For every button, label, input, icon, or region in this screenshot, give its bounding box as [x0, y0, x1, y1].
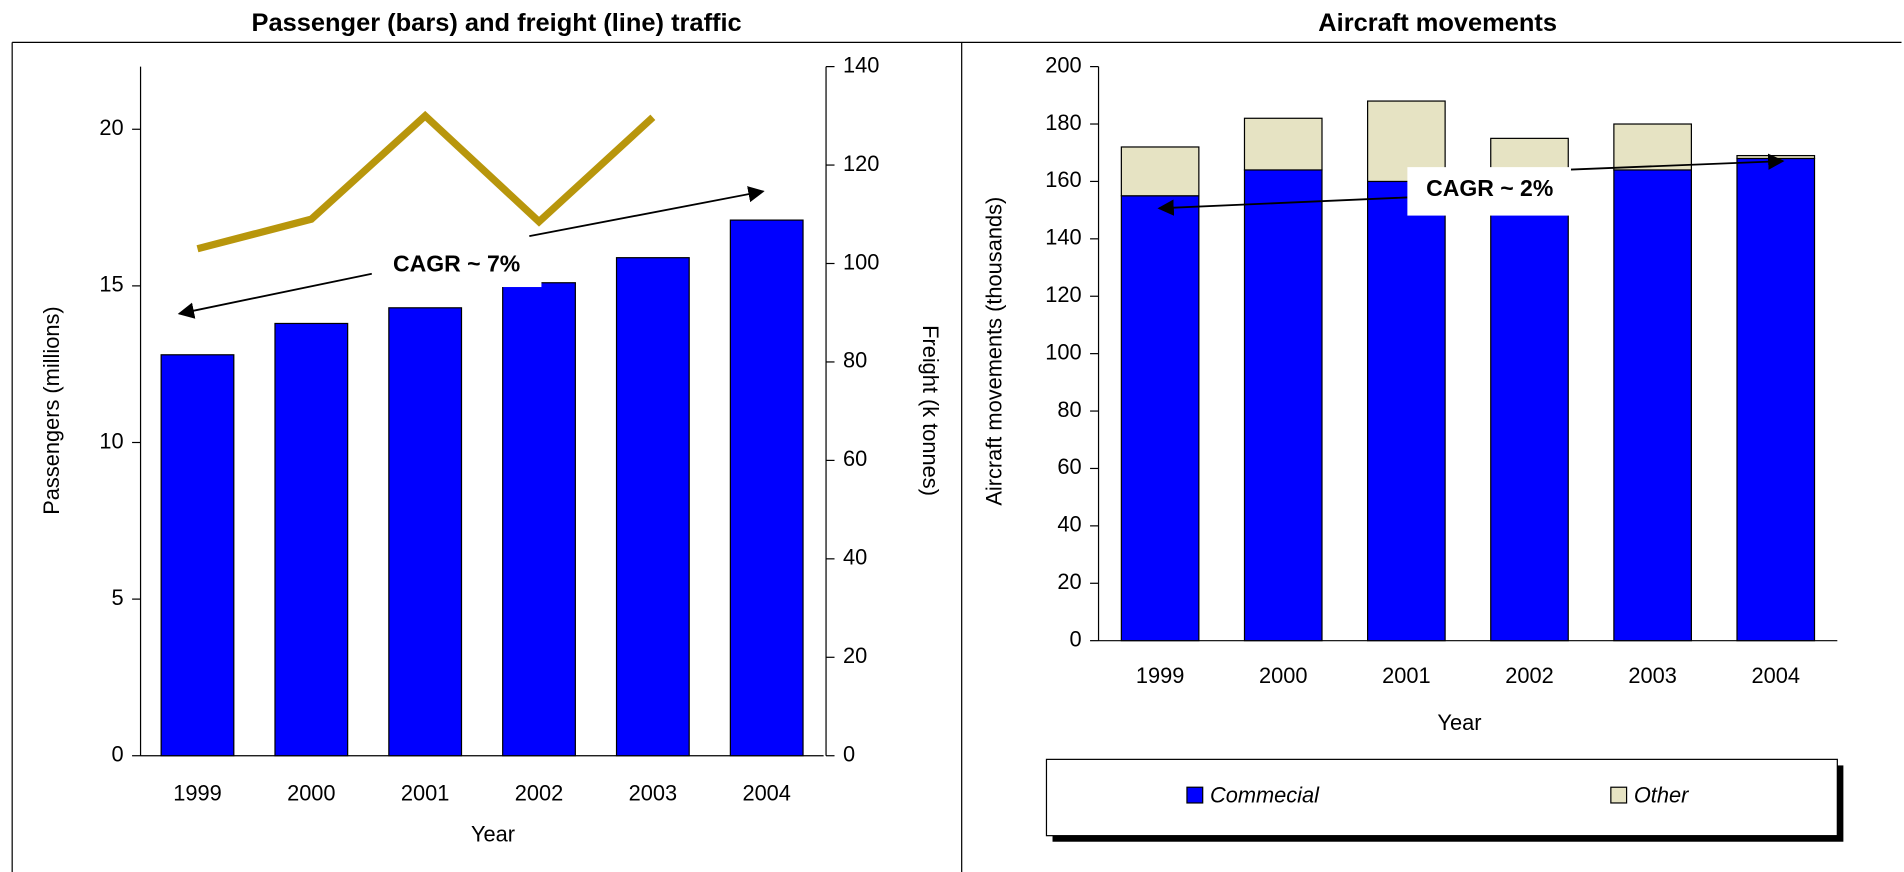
legend-swatch [1186, 786, 1204, 804]
arrow [1570, 153, 1785, 171]
y-tick-label: 100 [843, 249, 879, 274]
y-tick-label: 20 [99, 115, 123, 140]
arrow [529, 186, 765, 238]
y-tick-label: 20 [843, 643, 867, 668]
x-tick-label: 2004 [1752, 663, 1801, 688]
x-axis-label: Year [471, 821, 515, 846]
y-axis-label: Aircraft movements (thousands) [981, 197, 1006, 506]
chart-title: Aircraft movements [1318, 9, 1557, 37]
arrow [177, 272, 373, 319]
y-tick-label: 140 [843, 52, 879, 77]
bar-segment [1736, 157, 1816, 642]
bar-segment [1243, 117, 1323, 171]
bar [615, 257, 690, 757]
bar [160, 354, 235, 757]
y-tick-label: 120 [1045, 282, 1081, 307]
bar-segment [1613, 123, 1692, 171]
arrow [1157, 196, 1408, 216]
annotation-text: CAGR ~ 7% [393, 250, 520, 276]
line [196, 110, 656, 253]
y-tick-label: 0 [111, 741, 123, 766]
x-tick-label: 2004 [742, 780, 791, 805]
bar-segment [1490, 186, 1569, 642]
y-tick-label: 180 [1045, 110, 1081, 135]
bar-segment [1367, 180, 1446, 642]
y-tick-label: 40 [843, 545, 867, 570]
bar [502, 282, 576, 757]
bar-segment [1736, 154, 1816, 160]
x-tick-label: 2002 [515, 780, 564, 805]
x-tick-label: 2001 [1382, 663, 1431, 688]
bar-segment [1613, 169, 1692, 642]
y-tick-label: 0 [1069, 626, 1081, 651]
bar-segment [1120, 195, 1200, 642]
y-tick-label: 0 [843, 741, 855, 766]
legend-label: Other [1634, 783, 1689, 808]
x-tick-label: 1999 [173, 780, 222, 805]
bar-segment [1120, 146, 1200, 197]
y-tick-label: 200 [1045, 52, 1081, 77]
y-tick-label: 120 [843, 151, 879, 176]
y-tick-label: 10 [99, 428, 123, 453]
bar [729, 219, 804, 757]
y-tick-label: 80 [1057, 397, 1081, 422]
y2-axis-label: Freight (k tonnes) [918, 325, 943, 496]
annotation-box [1407, 167, 1571, 216]
annotation-2: CAGR ~ 2% [1157, 153, 1785, 216]
x-tick-label: 1999 [1136, 663, 1185, 688]
y-tick-label: 40 [1057, 512, 1081, 537]
x-tick-label: 2000 [287, 780, 336, 805]
y-tick-label: 140 [1045, 225, 1081, 250]
y-tick-label: 5 [111, 585, 123, 610]
x-tick-label: 2001 [401, 780, 450, 805]
y-tick-label: 160 [1045, 167, 1081, 192]
y-tick-label: 80 [843, 348, 867, 373]
x-tick-label: 2003 [1628, 663, 1677, 688]
y-tick-label: 60 [1057, 454, 1081, 479]
y-tick-label: 15 [99, 272, 123, 297]
bar-segment [1243, 169, 1323, 642]
y-tick-label: 20 [1057, 569, 1081, 594]
legend-items: Commecial Other [1186, 783, 1689, 808]
x-tick-label: 2000 [1259, 663, 1308, 688]
legend-label: Commecial [1210, 783, 1320, 808]
annotation-text: CAGR ~ 2% [1426, 175, 1553, 201]
x-tick-label: 2002 [1505, 663, 1554, 688]
bar [274, 322, 349, 757]
legend-swatch [1610, 786, 1628, 804]
x-tick-label: 2003 [629, 780, 678, 805]
annotation-box [371, 245, 542, 288]
annotation-1: CAGR ~ 7% [177, 186, 765, 319]
y-tick-label: 60 [843, 446, 867, 471]
y-tick-label: 100 [1045, 339, 1081, 364]
x-axis-label: Year [1437, 710, 1481, 735]
legend [1045, 758, 1838, 837]
chart-title: Passenger (bars) and freight (line) traf… [252, 9, 742, 37]
y-axis-label: Passengers (millions) [39, 306, 64, 514]
bar [388, 307, 463, 757]
